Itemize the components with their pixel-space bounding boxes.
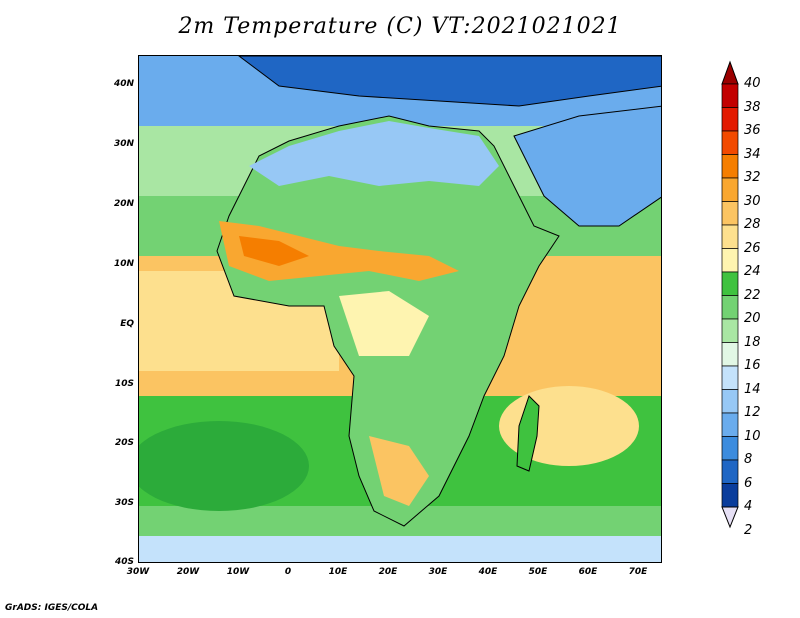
colorbar-label: 18 <box>744 334 761 350</box>
colorbar-label: 10 <box>744 428 761 444</box>
colorbar-label: 40 <box>744 76 761 91</box>
colorbar-swatch <box>721 436 739 461</box>
colorbar-label: 26 <box>744 240 761 256</box>
y-tick-label: 30S <box>114 498 134 508</box>
colorbar-swatch <box>721 154 739 179</box>
colorbar-label: 8 <box>744 452 753 467</box>
x-tick-label: 30E <box>428 567 448 577</box>
colorbar-label: 24 <box>744 264 761 279</box>
colorbar-label: 20 <box>744 311 761 326</box>
colorbar-label: 4 <box>744 499 753 514</box>
colorbar-label: 6 <box>744 475 753 491</box>
y-tick-label: EQ <box>120 319 134 329</box>
colorbar-max-arrow <box>721 60 739 85</box>
map-canvas <box>139 56 661 562</box>
colorbar-swatch <box>721 271 739 296</box>
colorbar-label: 22 <box>744 287 761 303</box>
colorbar-swatch <box>721 201 739 226</box>
colorbar-swatch <box>721 107 739 132</box>
footer-credit: GrADS: IGES/COLA <box>5 603 99 613</box>
y-tick-label: 30N <box>113 139 134 149</box>
x-tick-label: 60E <box>578 567 598 577</box>
x-tick-label: 20E <box>378 567 398 577</box>
colorbar-swatch <box>721 412 739 437</box>
y-tick-label: 40N <box>113 79 134 89</box>
colorbar-swatch <box>721 342 739 367</box>
colorbar-swatch <box>721 83 739 108</box>
y-tick-label: 20S <box>114 438 134 448</box>
colorbar-label: 34 <box>744 146 761 162</box>
colorbar-label: 30 <box>744 193 761 209</box>
colorbar-swatch <box>721 389 739 414</box>
y-tick-label: 20N <box>113 199 134 209</box>
colorbar-swatch <box>721 483 739 508</box>
colorbar-label: 16 <box>744 358 761 373</box>
colorbar-swatch <box>721 248 739 273</box>
colorbar-swatch <box>721 177 739 202</box>
y-tick-label: 10S <box>114 379 134 389</box>
colorbar-min-arrow <box>721 506 739 529</box>
y-tick-label: 40S <box>114 557 134 567</box>
colorbar-label: 12 <box>744 405 761 420</box>
x-tick-label: 40E <box>478 567 498 577</box>
x-tick-label: 70E <box>628 567 648 577</box>
colorbar-swatch <box>721 224 739 249</box>
colorbar-swatch <box>721 295 739 320</box>
colorbar-swatch <box>721 365 739 390</box>
y-tick-label: 10N <box>113 259 134 269</box>
colorbar-label: 38 <box>744 99 761 115</box>
colorbar-swatch <box>721 459 739 484</box>
x-tick-label: 0 <box>284 567 292 577</box>
colorbar-label: 28 <box>744 217 761 232</box>
colorbar-swatch <box>721 318 739 343</box>
x-tick-label: 30W <box>126 567 150 577</box>
colorbar-label: 32 <box>744 170 761 185</box>
x-tick-label: 10W <box>226 567 250 577</box>
colorbar-label: 14 <box>744 381 761 397</box>
x-tick-label: 10E <box>328 567 348 577</box>
colorbar-label: 36 <box>744 123 761 138</box>
x-tick-label: 20W <box>176 567 200 577</box>
plot-title: 2m Temperature (C) VT:2021021021 <box>178 14 622 39</box>
temperature-map <box>138 55 662 563</box>
colorbar-swatch <box>721 130 739 155</box>
x-tick-label: 50E <box>528 567 548 577</box>
colorbar <box>721 60 739 529</box>
colorbar-label: 2 <box>744 522 753 538</box>
